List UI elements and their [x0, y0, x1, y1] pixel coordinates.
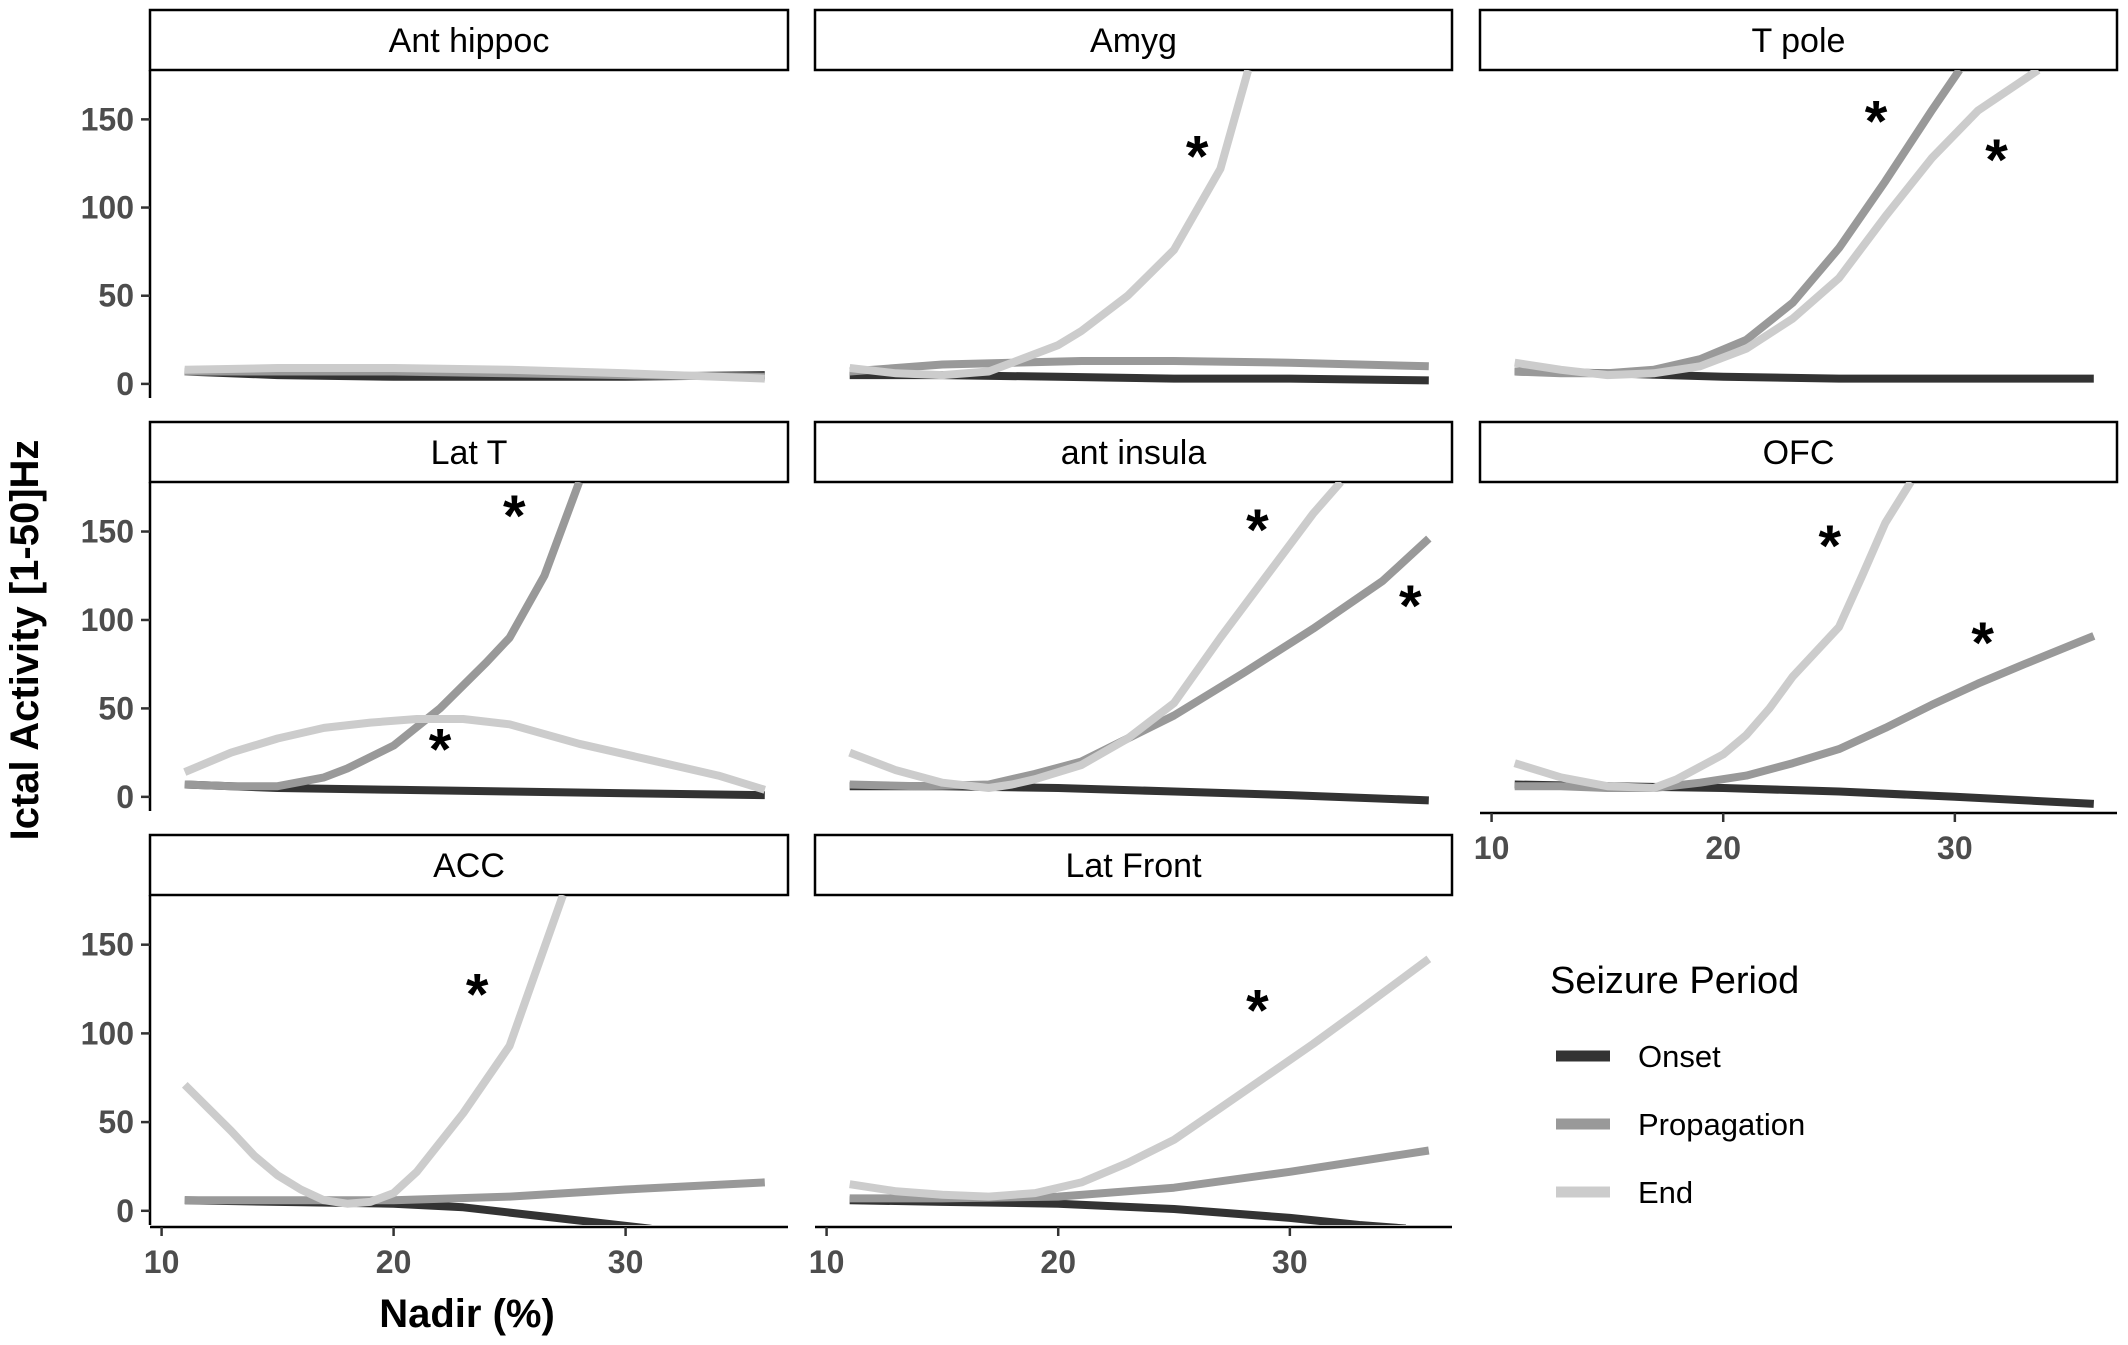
- x-axis-title: Nadir (%): [379, 1292, 555, 1336]
- panel-title: Ant hippoc: [389, 22, 550, 60]
- y-tick-label: 100: [81, 1015, 134, 1051]
- series-group: [849, 70, 1429, 385]
- series-line-propagation: [184, 1178, 766, 1205]
- significance-asterisk: *: [503, 484, 526, 549]
- y-tick-label: 150: [81, 101, 134, 137]
- panel-t-pole: T pole * *: [1478, 8, 2119, 383]
- panel-title: OFC: [1763, 434, 1835, 472]
- significance-asterisk: *: [466, 963, 489, 1028]
- series-group: [1514, 70, 2094, 383]
- panel-ant-insula: ant insula * *: [813, 420, 1454, 805]
- legend-label-onset: Onset: [1638, 1039, 1721, 1074]
- legend-entries: Onset Propagation End: [1556, 1039, 1805, 1210]
- legend-label-propagation: Propagation: [1638, 1107, 1805, 1142]
- y-tick-label: 0: [116, 779, 134, 815]
- significance-asterisk: *: [1818, 514, 1841, 579]
- y-tick-label: 100: [81, 190, 134, 226]
- legend-title: Seizure Period: [1550, 960, 1799, 1002]
- panel-title: T pole: [1752, 22, 1846, 60]
- series-line-end: [181, 895, 567, 1208]
- panel-title: Amyg: [1090, 22, 1177, 60]
- significance-asterisk: *: [1246, 498, 1269, 563]
- series-group: [183, 482, 766, 800]
- y-tick-label: 100: [81, 602, 134, 638]
- panel-strip: [1478, 420, 2119, 484]
- axes-layer: 0 50 100 150 0 50 100 150 10 20 30 0 50 100 150 10 20 30 1…: [81, 70, 2117, 1280]
- series-line-onset: [849, 1196, 1407, 1225]
- x-tick-label: 10: [809, 1244, 845, 1280]
- series-line-propagation: [1514, 70, 1963, 378]
- panel-strip: [813, 420, 1454, 484]
- x-tick-label: 10: [1474, 830, 1510, 866]
- panel-strip: [813, 8, 1454, 72]
- series-line-propagation: [849, 1146, 1430, 1203]
- panel-strip: [813, 833, 1454, 897]
- x-tick-label: 20: [1705, 830, 1741, 866]
- panel-amyg: Amyg *: [813, 8, 1454, 385]
- x-tick-label: 30: [608, 1244, 644, 1280]
- series-line-end: [1513, 482, 1915, 792]
- series-line-propagation: [849, 535, 1432, 791]
- series-line-end: [184, 364, 765, 383]
- panel-title: ACC: [433, 847, 505, 885]
- significance-asterisk: *: [1186, 125, 1209, 190]
- y-tick-label: 50: [98, 278, 134, 314]
- panel-strip: [148, 8, 790, 72]
- significance-asterisk: *: [1971, 611, 1994, 676]
- series-line-propagation: [184, 482, 583, 791]
- significance-asterisk: *: [1399, 574, 1422, 639]
- panel-acc: ACC *: [148, 833, 790, 1225]
- significance-asterisk: *: [429, 717, 452, 782]
- series-group: [849, 955, 1432, 1225]
- series-line-end: [1514, 70, 2041, 380]
- legend: Seizure Period Onset Propagation End: [1550, 960, 1805, 1210]
- series-line-propagation: [849, 357, 1429, 376]
- y-tick-label: 0: [116, 1193, 134, 1229]
- panel-title: Lat T: [431, 434, 508, 472]
- y-tick-label: 0: [116, 366, 134, 402]
- series-line-end: [848, 482, 1344, 792]
- x-tick-label: 10: [144, 1244, 180, 1280]
- panel-strip: [1478, 8, 2119, 72]
- x-tick-label: 20: [1040, 1244, 1076, 1280]
- series-line-end: [849, 955, 1432, 1201]
- panel-ant-hippoc: Ant hippoc: [148, 8, 790, 383]
- y-tick-label: 50: [98, 690, 134, 726]
- series-group: [848, 482, 1432, 805]
- panel-title: ant insula: [1061, 434, 1207, 472]
- y-axis-title: Ictal Activity [1-50]Hz: [3, 440, 47, 841]
- significance-asterisk: *: [1865, 89, 1888, 154]
- x-tick-label: 30: [1272, 1244, 1308, 1280]
- panel-lat-front: Lat Front *: [813, 833, 1454, 1225]
- series-line-end: [849, 70, 1253, 380]
- x-tick-label: 30: [1937, 830, 1973, 866]
- x-tick-label: 20: [376, 1244, 412, 1280]
- panels-layer: Ant hippoc Amyg*T pole**Lat T**ant insula…: [148, 8, 2119, 1225]
- series-group: [184, 364, 765, 383]
- y-tick-label: 50: [98, 1104, 134, 1140]
- legend-label-end: End: [1638, 1175, 1693, 1210]
- panel-title: Lat Front: [1065, 847, 1202, 885]
- series-group: [181, 895, 766, 1225]
- panel-lat-t: Lat T * *: [148, 420, 790, 800]
- panel-strip: [148, 420, 790, 484]
- significance-asterisk: *: [1246, 979, 1269, 1044]
- series-line-end: [183, 715, 766, 794]
- panel-ofc: OFC * *: [1478, 420, 2119, 808]
- y-tick-label: 150: [81, 514, 134, 550]
- series-group: [1513, 482, 2096, 808]
- panel-strip: [148, 833, 790, 897]
- significance-asterisk: *: [1985, 128, 2008, 193]
- y-tick-label: 150: [81, 927, 134, 963]
